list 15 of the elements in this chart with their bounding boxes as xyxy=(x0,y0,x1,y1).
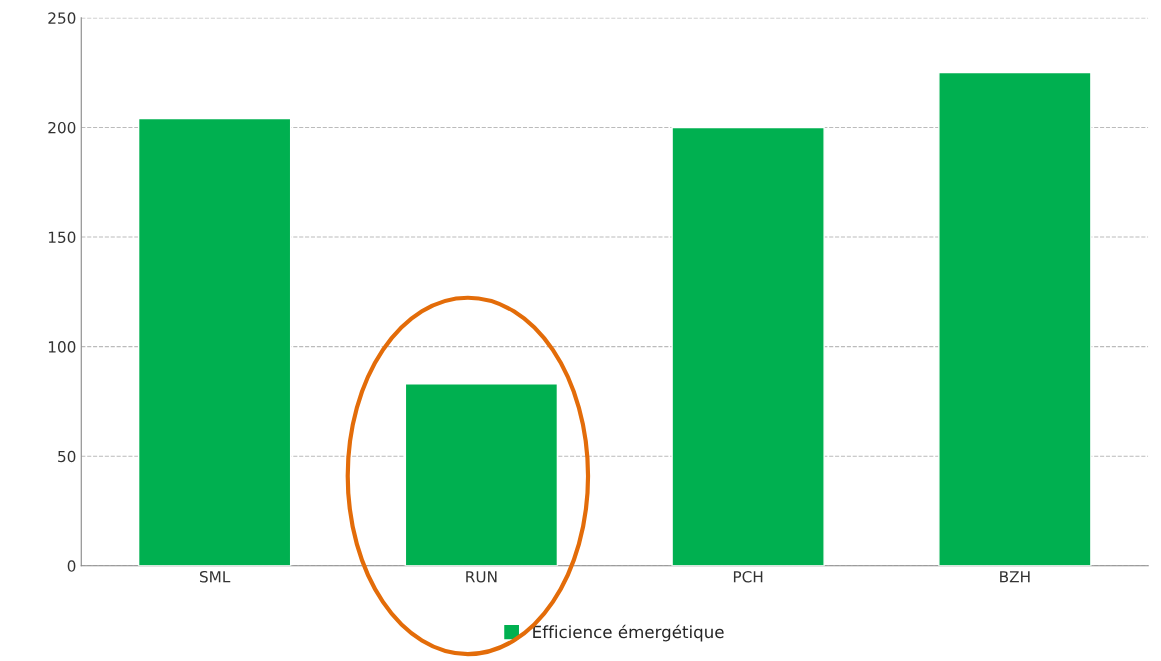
bar xyxy=(404,383,559,566)
x-tick-label: BZH xyxy=(1000,571,1030,583)
y-tick-label: 250 xyxy=(48,12,76,24)
legend-label: Efficience émergétique xyxy=(533,624,724,642)
x-tick-label: PCH xyxy=(733,570,763,583)
bar xyxy=(137,117,292,566)
y-tick-label: 0 xyxy=(67,560,76,572)
bar xyxy=(671,126,825,566)
y-tick-label: 50 xyxy=(58,450,76,463)
x-tick-label: SML xyxy=(199,570,231,583)
x-tick-label: RUN xyxy=(466,571,497,583)
y-tick-label: 150 xyxy=(48,231,76,244)
y-tick-label: 200 xyxy=(48,121,76,134)
y-tick-label: 100 xyxy=(48,341,76,353)
bar xyxy=(938,71,1092,566)
